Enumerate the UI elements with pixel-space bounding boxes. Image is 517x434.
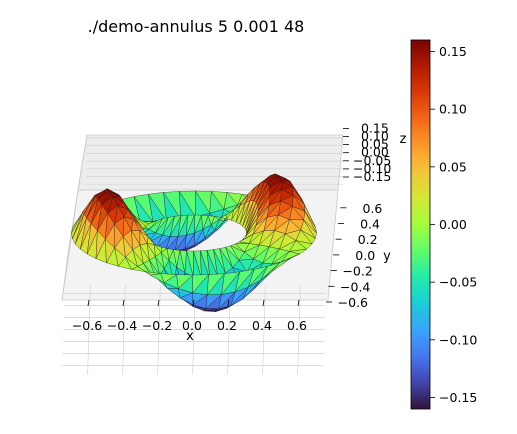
- x-tick-label: 0.2: [217, 318, 237, 333]
- y-tick-label: −0.2: [342, 264, 372, 279]
- x-tick-mark: [122, 299, 125, 307]
- surface-facet: [226, 209, 234, 221]
- surface-facet: [221, 271, 241, 296]
- y-tick-label: −0.6: [338, 295, 368, 310]
- y-tick-label: 0.2: [358, 232, 378, 247]
- x-tick-mark: [157, 299, 160, 307]
- annulus-surface: [71, 173, 317, 313]
- colorbar-tick-label: −0.10: [439, 332, 477, 347]
- grid-line-x: [122, 285, 126, 375]
- colorbar-tick-label: 0.10: [439, 102, 467, 117]
- surface-facet: [117, 256, 132, 270]
- x-tick-label: −0.4: [107, 318, 137, 333]
- x-tick-label: 0.4: [252, 318, 272, 333]
- grid-line-x: [157, 285, 161, 375]
- x-tick-label: −0.2: [142, 318, 172, 333]
- colorbar-tick-label: 0.05: [439, 159, 467, 174]
- z-tick-label: −0.15: [353, 169, 391, 184]
- surface-facet: [192, 274, 209, 294]
- y-tick-label: 0.4: [360, 217, 380, 232]
- colorbar: [410, 39, 431, 410]
- colorbar-ticks: 0.15 0.10 0.05 0.00 −0.05 −0.10 −0.15: [430, 44, 477, 405]
- x-tick-mark: [297, 299, 300, 307]
- x-tick-label: −0.6: [72, 318, 102, 333]
- surface-facet: [160, 273, 178, 283]
- surface-facet: [145, 271, 161, 276]
- x-axis-ticks: −0.6 −0.4 −0.2 0.0 0.2 0.4 0.6: [72, 299, 307, 333]
- z-tick-label: 0.00: [361, 145, 389, 160]
- x-tick-label: 0.6: [287, 318, 307, 333]
- colorbar-tick-label: 0.00: [439, 217, 467, 232]
- surface-facet: [130, 266, 146, 272]
- x-tick-mark: [192, 299, 195, 307]
- surface-facet: [220, 214, 227, 219]
- surface-facet: [186, 214, 195, 236]
- surface-facet: [169, 215, 182, 237]
- y-tick-label: 0.6: [363, 201, 383, 216]
- x-tick-label: 0.0: [182, 318, 202, 333]
- grid-line-x: [297, 285, 301, 375]
- y-axis-label: y: [383, 249, 391, 264]
- surface-facet: [231, 205, 241, 223]
- surface-facet: [176, 274, 194, 289]
- z-axis-label: z: [400, 132, 407, 147]
- colorbar-tick-label: −0.15: [439, 390, 477, 405]
- surface-facet: [235, 202, 246, 225]
- z-axis-ticks: −0.15−0.10−0.050.000.050.100.15: [343, 120, 391, 184]
- y-tick-label: −0.4: [340, 279, 370, 294]
- z-tick-label: 0.10: [361, 129, 389, 144]
- grid-lines: [62, 137, 343, 375]
- z-tick-label: −0.05: [353, 153, 391, 168]
- grid-line-x: [87, 285, 91, 375]
- y-tick-label: 0.0: [355, 248, 375, 263]
- chart-title: ./demo-annulus 5 0.001 48: [88, 17, 305, 36]
- surface-facet: [207, 215, 215, 226]
- surface-facet: [177, 215, 188, 237]
- pane-back: [77, 134, 344, 191]
- z-tick-label: 0.15: [361, 120, 389, 135]
- surface-facet: [214, 216, 222, 220]
- x-tick-mark: [262, 299, 265, 307]
- x-tick-mark: [227, 299, 230, 307]
- z-tick-label: 0.05: [361, 137, 389, 152]
- x-tick-mark: [87, 299, 90, 307]
- x-axis-label: x: [186, 329, 194, 344]
- y-axis-ticks: −0.6−0.4−0.20.00.20.40.6: [326, 201, 382, 310]
- surface-facet: [201, 215, 209, 230]
- surface-facet: [194, 214, 202, 233]
- z-tick-label: −0.10: [353, 161, 391, 176]
- colorbar-tick-label: 0.15: [439, 44, 467, 59]
- surface-facet: [206, 273, 225, 296]
- colorbar-tick-label: −0.05: [439, 275, 477, 290]
- grid-line-x: [262, 285, 266, 375]
- surface-facet: [162, 216, 175, 236]
- pane-left: [61, 134, 88, 301]
